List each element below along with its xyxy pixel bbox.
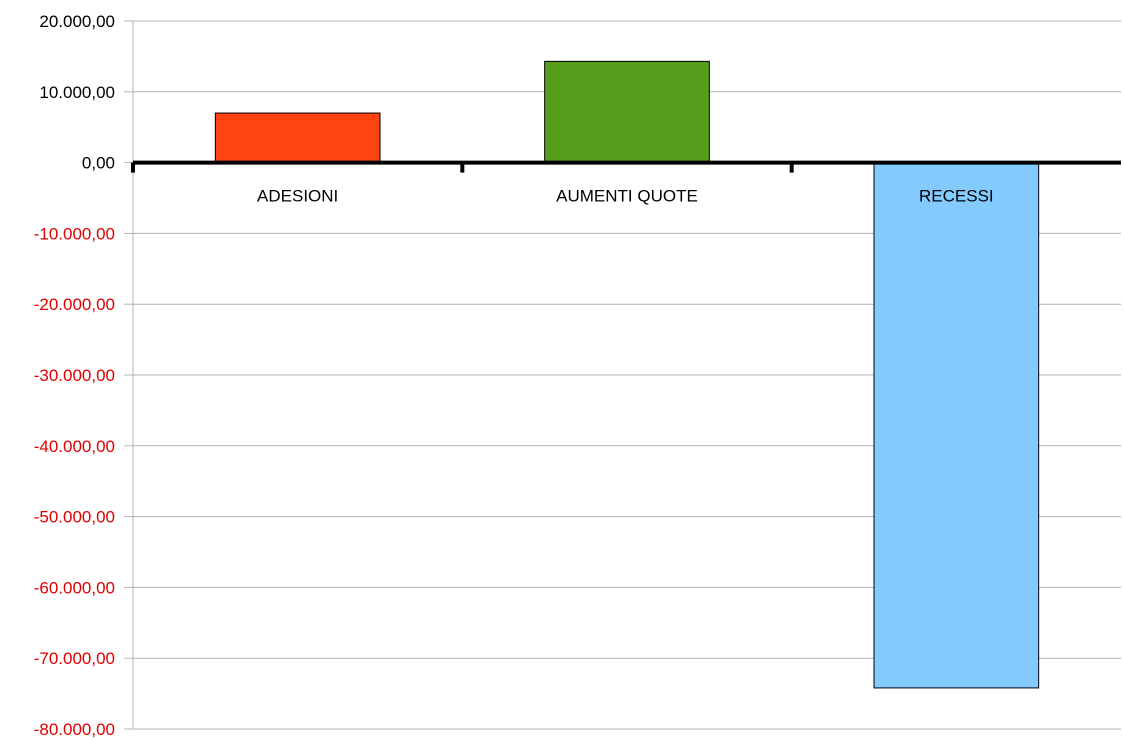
y-axis-ticks: 20.000,00 10.000,00 0,00 -10.000,00 -20.000,… [34, 12, 133, 739]
y-tick-label: -70.000,00 [34, 649, 115, 668]
y-tick-label: 10.000,00 [39, 83, 115, 102]
axes [131, 21, 1121, 729]
y-tick-label: -80.000,00 [34, 720, 115, 739]
category-labels: ADESIONI AUMENTI QUOTE RECESSI [257, 187, 994, 206]
y-tick-label: -10.000,00 [34, 224, 115, 243]
y-tick-label: -20.000,00 [34, 295, 115, 314]
y-tick-label: -30.000,00 [34, 366, 115, 385]
bar-adesioni [214, 112, 381, 164]
y-tick-label: -40.000,00 [34, 437, 115, 456]
gridlines [133, 20, 1121, 730]
bar-recessi [873, 162, 1040, 689]
y-tick-label: -60.000,00 [34, 578, 115, 597]
y-tick-label: 20.000,00 [39, 12, 115, 31]
bar-aumenti-quote [544, 60, 710, 164]
y-tick-label: 0,00 [82, 154, 115, 173]
category-label: AUMENTI QUOTE [556, 187, 698, 206]
category-label: RECESSI [919, 187, 994, 206]
bars [214, 60, 1040, 689]
category-label: ADESIONI [257, 187, 338, 206]
y-tick-label: -50.000,00 [34, 508, 115, 527]
